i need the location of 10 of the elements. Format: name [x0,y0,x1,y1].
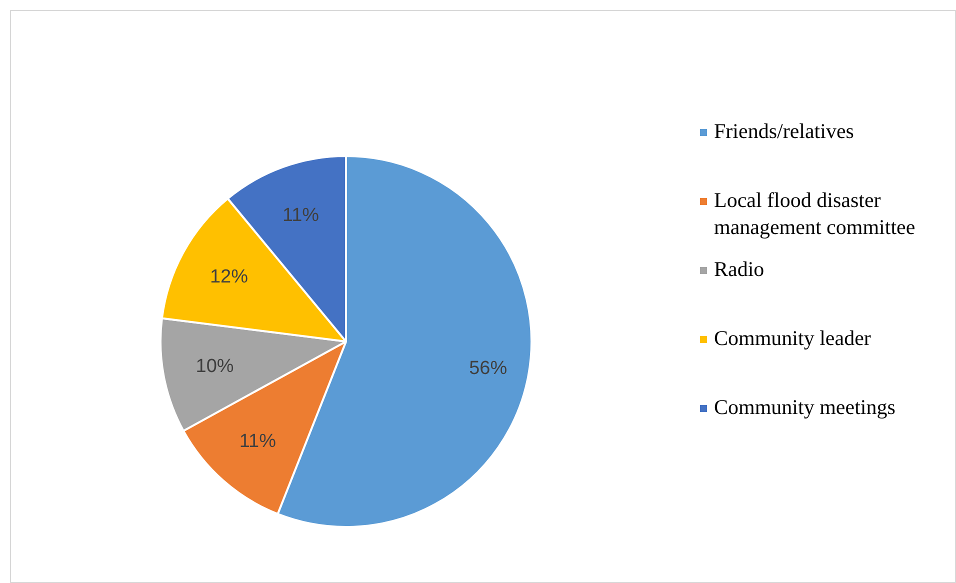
legend-label: Radio [714,257,764,281]
data-label: 10% [196,356,234,377]
legend-label: Local flood disaster management committee [714,188,916,239]
data-label: 56% [469,358,508,379]
data-label: 11% [239,430,276,452]
legend-label: Community leader [714,326,871,350]
data-label: 12% [210,266,248,288]
legend-label: Community meetings [714,395,896,419]
legend-label: Friends/relatives [714,119,854,143]
data-label: 11% [282,205,320,226]
